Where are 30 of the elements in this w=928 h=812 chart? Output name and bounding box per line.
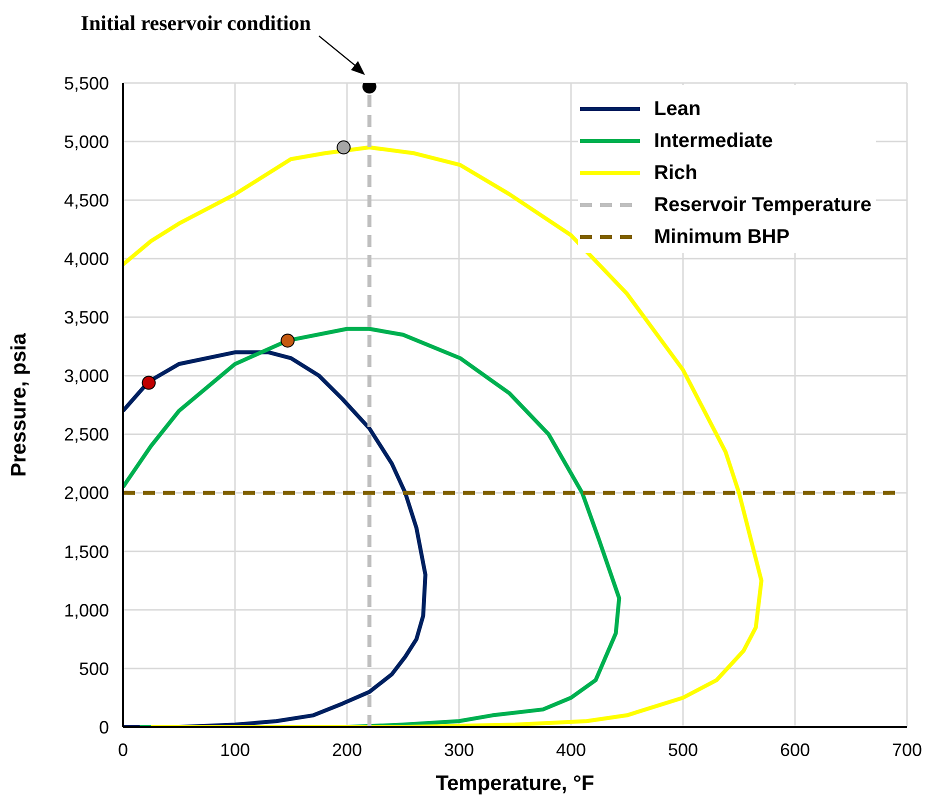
x-tick-label: 200 [332,740,362,760]
y-tick-label: 5,000 [64,132,109,152]
point [142,376,156,390]
y-axis-title: Pressure, psia [7,332,30,477]
legend-label: Minimum BHP [654,226,790,248]
y-tick-label: 5,500 [64,73,109,94]
legend-label: Lean [654,98,701,120]
y-tick-label: 2,000 [64,483,109,504]
point [280,334,295,348]
y-tick-label: 0 [98,717,109,738]
y-tick-label: 4,000 [64,249,109,270]
legend-label: Rich [654,162,698,184]
x-axis-title: Temperature, °F [436,772,594,795]
legend-label: Intermediate [654,130,773,152]
y-tick-label: 3,000 [64,366,109,386]
x-tick-label: 0 [118,740,128,760]
y-tick-label: 2,500 [64,424,109,445]
legend-label: Reservoir Temperature [654,194,872,216]
y-tick-label: 500 [78,658,109,679]
x-tick-label: 700 [892,740,922,760]
x-tick-label: 100 [220,740,250,760]
x-tick-label: 300 [444,740,474,760]
x-tick-label: 500 [668,740,698,760]
y-tick-label: 1,000 [64,600,109,620]
x-tick-label: 600 [780,740,810,760]
y-tick-label: 1,500 [64,542,109,562]
y-tick-label: 4,500 [64,190,109,210]
x-tick-label: 400 [556,740,586,760]
text: Initial reservoir condition [80,11,311,36]
y-tick-label: 3,500 [64,308,109,328]
